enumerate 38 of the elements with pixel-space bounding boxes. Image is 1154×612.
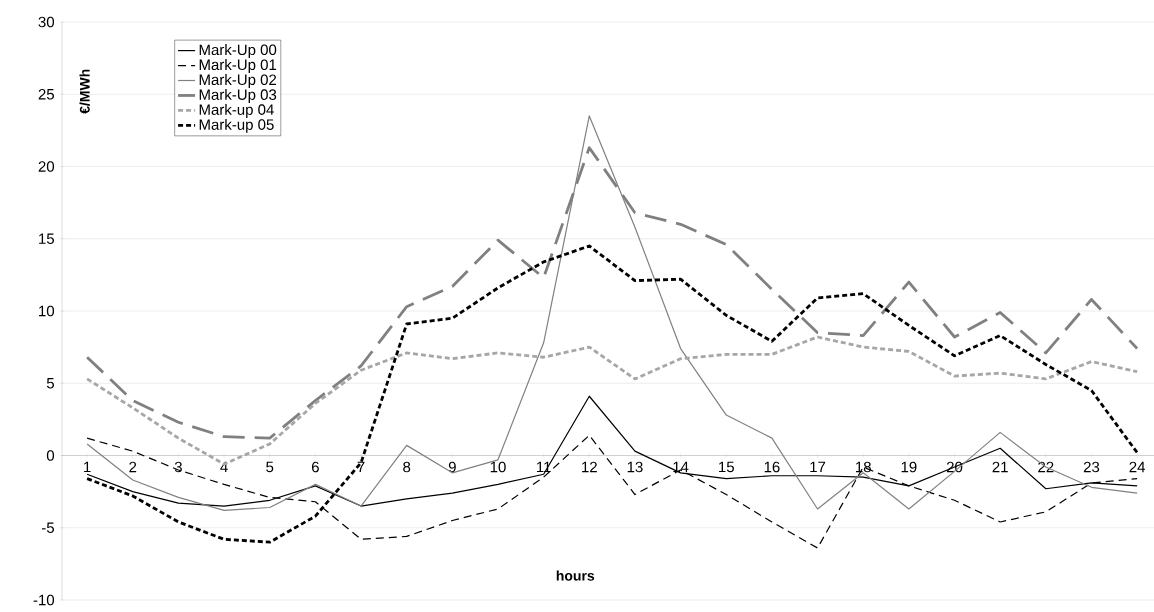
x-tick-label: 15: [719, 461, 734, 473]
legend-label: Mark-up 04: [199, 103, 274, 118]
x-tick-label: 22: [1038, 461, 1054, 473]
y-tick-label: 20: [38, 161, 55, 172]
y-tick-label: -10: [33, 594, 55, 606]
y-tick-label: -5: [41, 522, 55, 533]
x-tick-label: 14: [673, 461, 689, 473]
y-tick-label: 5: [46, 378, 55, 389]
y-tick-label: 30: [38, 16, 55, 28]
legend-label: Mark-Up 02: [199, 74, 277, 88]
x-tick-label: 17: [810, 461, 826, 473]
x-tick-label: 16: [764, 461, 780, 473]
x-tick-label: 19: [901, 461, 917, 473]
y-tick-label: 10: [39, 305, 55, 317]
x-tick-label: 10: [490, 461, 506, 473]
x-tick-label: 6: [311, 461, 319, 473]
x-tick-label: 1: [84, 461, 91, 473]
x-tick-label: 24: [1129, 461, 1146, 473]
x-tick-label: 5: [266, 461, 274, 473]
y-tick-label: 0: [46, 450, 55, 461]
y-tick-label: 15: [39, 233, 55, 244]
x-tick-label: 23: [1083, 461, 1100, 473]
x-tick-label: 7: [357, 461, 365, 473]
y-tick-label: 25: [38, 88, 55, 100]
x-tick-label: 8: [403, 461, 411, 473]
x-tick-label: 3: [174, 461, 182, 473]
x-axis-title: hours: [556, 570, 595, 581]
x-tick-label: 9: [448, 461, 456, 473]
x-tick-label: 13: [627, 461, 643, 473]
x-tick-label: 18: [856, 461, 871, 473]
x-tick-label: 12: [582, 461, 597, 473]
legend-label: Mark-Up 03: [199, 88, 277, 103]
x-tick-label: 21: [992, 461, 1008, 473]
legend-label: Mark-up 05: [199, 118, 274, 133]
legend-label: Mark-Up 00: [199, 44, 277, 59]
y-axis-title: €/MWh: [79, 69, 90, 114]
x-tick-label: 2: [129, 461, 137, 473]
legend-label: Mark-Up 01: [199, 59, 277, 74]
